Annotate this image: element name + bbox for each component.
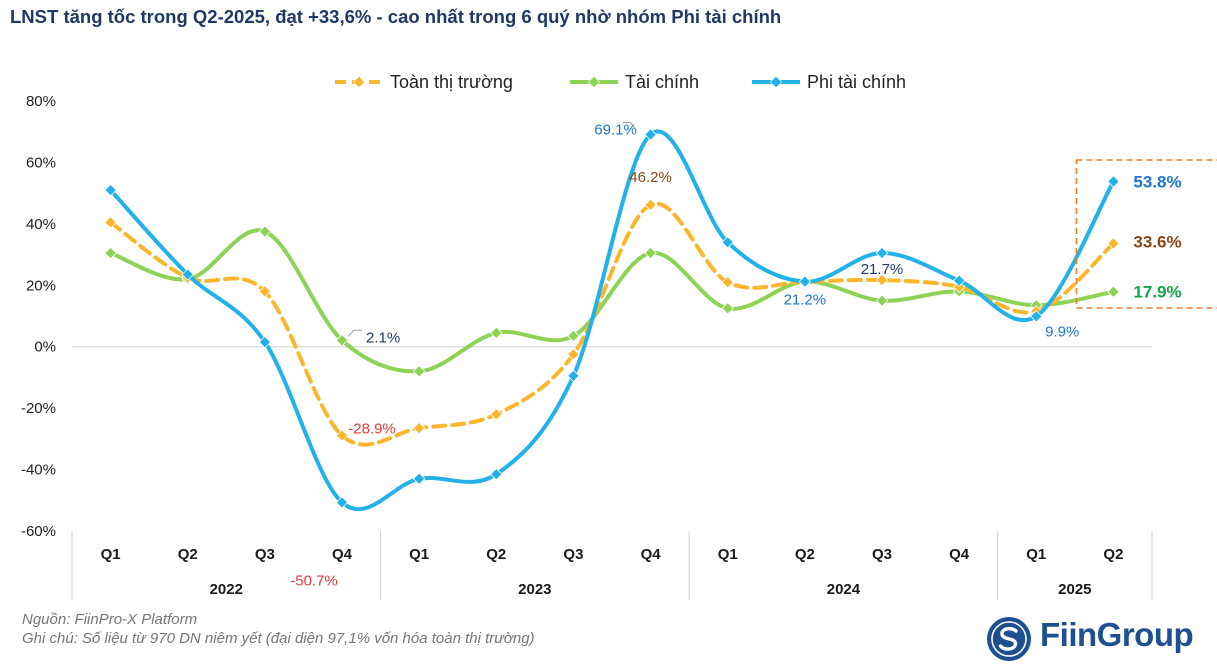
x-tick-label: Q2 xyxy=(178,546,198,563)
data-point-nonfinancial xyxy=(258,335,272,349)
chart-data-labels: 2.1% -28.9% -50.7% 69.1% 46.2% 21.2% 21.7% 9.9%… xyxy=(290,121,1217,589)
data-point-market xyxy=(412,421,426,435)
data-point-nonfinancial xyxy=(412,472,426,486)
data-point-financial xyxy=(104,246,117,260)
chart-axes: 80% 60% 40% 20% 0% -20% -40% -60% Q1 Q2 Q3 Q4 Q1 Q2 Q3… xyxy=(21,93,1153,600)
data-label: 2.1% xyxy=(366,329,400,346)
label-leader xyxy=(347,329,362,337)
fiingroup-s-logo-icon xyxy=(987,617,1031,661)
data-point-financial xyxy=(721,302,734,315)
highlight-box xyxy=(1075,159,1217,309)
data-point-financial xyxy=(875,294,889,307)
data-point-financial xyxy=(490,326,503,340)
chart-legend: Toàn thị trường Tài chính Phi tài chính xyxy=(335,72,906,92)
x-tick-label: Q4 xyxy=(641,546,662,563)
year-label: 2024 xyxy=(827,581,861,598)
data-label: 9.9% xyxy=(1045,323,1079,340)
data-label: 21.7% xyxy=(861,261,904,278)
y-tick-label: 40% xyxy=(26,216,56,233)
data-point-nonfinancial xyxy=(490,467,503,481)
data-point-nonfinancial xyxy=(798,275,812,288)
data-point-market xyxy=(1107,237,1120,250)
data-label: 46.2% xyxy=(629,169,672,186)
x-tick-label: Q1 xyxy=(101,546,121,563)
x-tick-label: Q2 xyxy=(795,546,815,563)
y-tick-label: -60% xyxy=(21,523,56,540)
data-point-financial xyxy=(567,329,580,343)
data-point-nonfinancial xyxy=(875,246,889,260)
data-label: -28.9% xyxy=(348,420,396,437)
x-tick-label: Q1 xyxy=(718,546,738,563)
x-tick-label: Q3 xyxy=(872,546,892,563)
series-line-nonfinancial xyxy=(108,129,1116,512)
year-label: 2023 xyxy=(518,581,551,598)
data-label: 21.2% xyxy=(784,292,827,309)
data-point-market xyxy=(490,408,503,421)
legend-marker-nonfinancial xyxy=(769,75,783,89)
data-point-nonfinancial xyxy=(567,369,580,383)
data-label: -50.7% xyxy=(290,572,338,589)
data-point-market xyxy=(644,198,657,212)
series-line-market xyxy=(108,201,1116,447)
data-point-nonfinancial xyxy=(1030,310,1043,323)
data-point-nonfinancial xyxy=(181,268,194,281)
legend-marker-market xyxy=(352,75,366,89)
x-tick-label: Q3 xyxy=(563,546,583,563)
label-leader xyxy=(622,121,637,131)
x-tick-label: Q1 xyxy=(1026,546,1046,563)
data-label: 33.6% xyxy=(1133,233,1181,252)
year-label: 2025 xyxy=(1058,581,1091,598)
x-tick-label: Q2 xyxy=(1103,546,1123,563)
x-tick-label: Q1 xyxy=(409,546,429,563)
data-point-market xyxy=(721,275,734,289)
data-point-nonfinancial xyxy=(104,183,117,197)
data-label: 69.1% xyxy=(594,121,637,138)
data-point-financial xyxy=(1107,285,1120,298)
data-point-financial xyxy=(644,246,657,260)
source-note: Nguồn: FiinPro-X Platform xyxy=(22,611,198,628)
x-tick-label: Q4 xyxy=(949,546,970,563)
y-tick-label: 80% xyxy=(26,93,56,110)
legend-marker-financial xyxy=(587,75,601,89)
data-point-nonfinancial xyxy=(335,496,349,509)
data-point-nonfinancial xyxy=(721,236,734,249)
data-point-nonfinancial xyxy=(644,128,657,141)
data-point-market xyxy=(104,216,117,229)
y-tick-label: 60% xyxy=(26,154,56,171)
x-tick-label: Q4 xyxy=(332,546,353,563)
y-tick-label: -20% xyxy=(21,400,56,417)
data-point-financial xyxy=(258,225,272,238)
year-label: 2022 xyxy=(210,581,243,598)
legend-label-nonfinancial: Phi tài chính xyxy=(807,72,906,92)
legend-label-financial: Tài chính xyxy=(625,72,699,92)
data-point-nonfinancial xyxy=(952,274,966,287)
data-point-financial xyxy=(412,365,426,378)
x-tick-label: Q2 xyxy=(486,546,506,563)
y-tick-label: 0% xyxy=(34,339,56,356)
data-point-market xyxy=(875,273,889,287)
legend-label-market: Toàn thị trường xyxy=(390,72,513,92)
brand-logo: FiinGroup xyxy=(986,614,1201,662)
data-point-nonfinancial xyxy=(1107,175,1120,188)
data-label: 53.8% xyxy=(1133,172,1181,191)
data-point-financial xyxy=(335,334,349,347)
data-point-market xyxy=(335,429,349,442)
chart-series xyxy=(104,128,1120,512)
y-tick-label: -40% xyxy=(21,462,56,479)
x-tick-label: Q3 xyxy=(255,546,275,563)
data-point-market xyxy=(567,348,580,361)
brand-name: FiinGroup xyxy=(1040,616,1194,653)
remark-note: Ghi chú: Số liệu từ 970 DN niêm yết (đại… xyxy=(22,630,535,647)
data-point-market xyxy=(258,285,272,298)
chart-title: LNST tăng tốc trong Q2-2025, đạt +33,6% … xyxy=(10,6,782,27)
data-label: 17.9% xyxy=(1133,283,1181,302)
y-tick-label: 20% xyxy=(26,277,56,294)
series-line-financial xyxy=(108,228,1116,374)
